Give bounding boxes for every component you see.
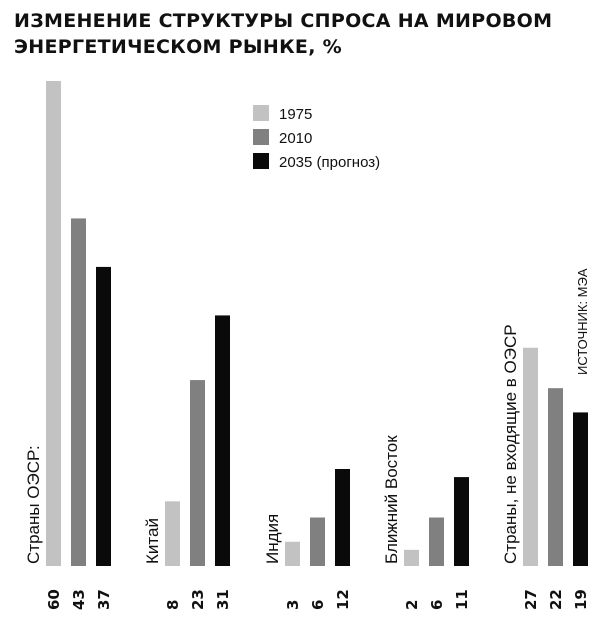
legend-label: 2035 (прогноз) — [279, 154, 380, 171]
bar — [285, 541, 300, 566]
bar — [454, 477, 469, 566]
value-label: 12 — [334, 589, 352, 610]
bar — [215, 315, 230, 566]
category-label: Китай — [143, 518, 162, 564]
bar — [548, 388, 563, 566]
bar — [71, 218, 86, 566]
value-label: 6 — [309, 600, 327, 610]
value-label: 23 — [189, 589, 207, 610]
value-label: 43 — [70, 589, 88, 610]
bar — [165, 501, 180, 566]
legend-label: 2010 — [279, 130, 312, 147]
source-note: ИСТОЧНИК: МЭА — [575, 268, 590, 375]
category-label: Страны, не входящие в ОЭСР — [501, 324, 520, 564]
value-label: 3 — [284, 600, 302, 610]
value-label: 31 — [214, 589, 232, 610]
category-label: Страны ОЭСР: — [24, 445, 43, 564]
value-label: 37 — [95, 589, 113, 610]
legend-swatch — [253, 105, 269, 121]
value-label: 6 — [428, 600, 446, 610]
bar — [573, 412, 588, 566]
bar — [404, 549, 419, 566]
value-label: 2 — [403, 600, 421, 610]
value-label: 19 — [572, 589, 590, 610]
bar — [46, 81, 61, 566]
value-label: 27 — [522, 589, 540, 610]
value-label: 22 — [547, 589, 565, 610]
value-label: 11 — [453, 589, 471, 610]
legend-swatch — [253, 129, 269, 145]
chart-title: Изменение структуры спроса на мировом эн… — [14, 10, 553, 58]
value-label: 8 — [164, 600, 182, 610]
value-label: 60 — [45, 589, 63, 610]
bar — [310, 517, 325, 566]
bar — [96, 266, 111, 566]
category-label: Индия — [263, 514, 282, 564]
bar — [429, 517, 444, 566]
legend-label: 1975 — [279, 106, 312, 123]
legend-swatch — [253, 153, 269, 169]
bar — [335, 469, 350, 566]
bar — [523, 347, 538, 566]
bar — [190, 380, 205, 566]
category-label: Ближний Восток — [382, 435, 401, 564]
